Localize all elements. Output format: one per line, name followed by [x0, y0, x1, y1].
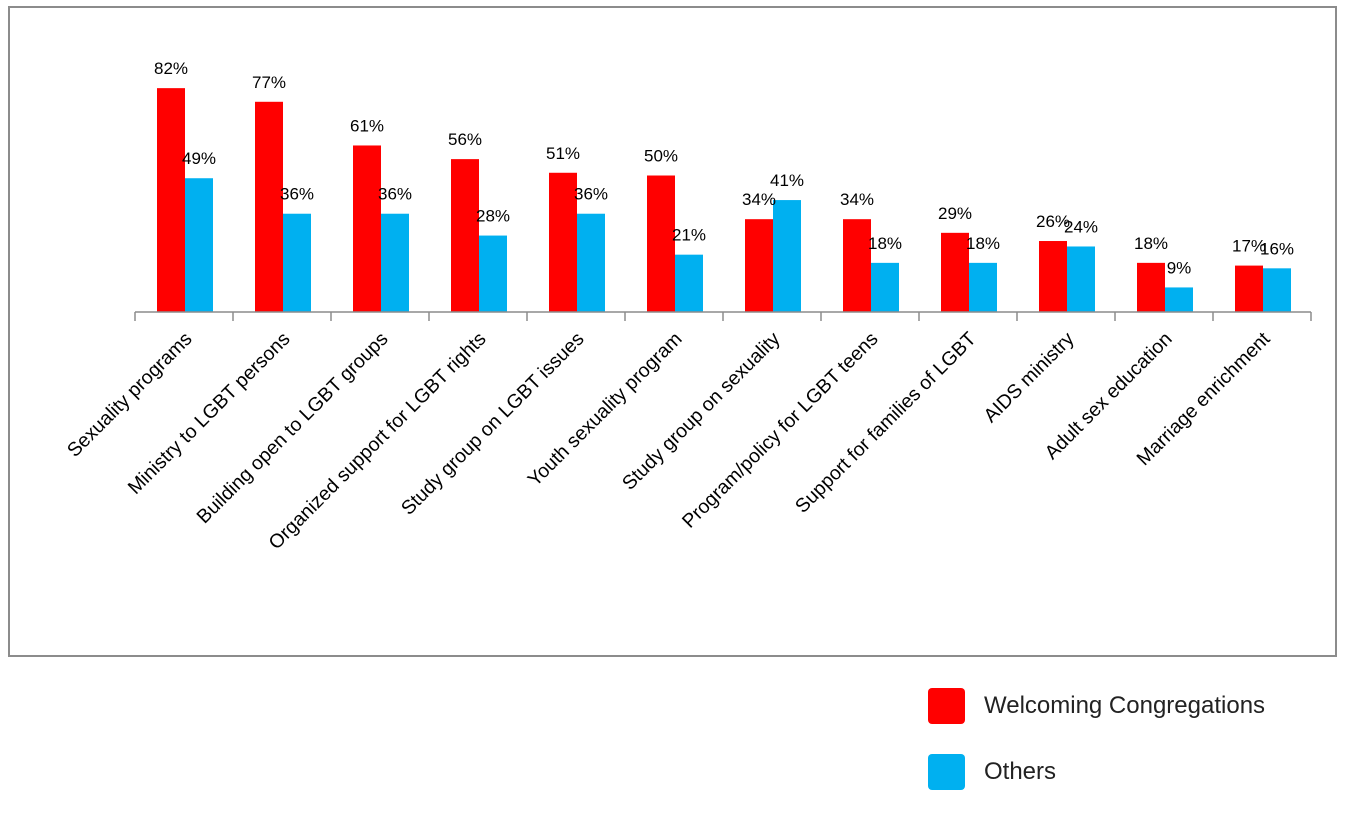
- data-label-others-7: 18%: [868, 234, 902, 253]
- bar-others-2: [381, 213, 409, 312]
- bar-welcoming-8: [941, 232, 969, 312]
- legend-label-others: Others: [984, 758, 1057, 785]
- data-label-welcoming-9: 26%: [1036, 212, 1070, 231]
- bar-others-6: [773, 200, 801, 312]
- bar-others-5: [675, 254, 703, 312]
- category-label-8: Support for families of LGBT: [791, 328, 981, 518]
- bar-others-1: [283, 213, 311, 312]
- data-label-others-5: 21%: [672, 226, 706, 245]
- bar-welcoming-1: [255, 101, 283, 312]
- data-label-others-0: 49%: [182, 149, 216, 168]
- data-label-welcoming-11: 17%: [1232, 237, 1266, 256]
- category-label-group-8: Support for families of LGBT: [791, 328, 981, 518]
- bar-others-10: [1165, 287, 1193, 312]
- bars-layer: [157, 88, 1291, 312]
- data-label-welcoming-10: 18%: [1134, 234, 1168, 253]
- category-label-1: Ministry to LGBT persons: [124, 328, 295, 499]
- bar-welcoming-0: [157, 88, 185, 312]
- bar-others-4: [577, 213, 605, 312]
- category-label-2: Building open to LGBT groups: [192, 328, 392, 528]
- bar-welcoming-4: [549, 172, 577, 312]
- x-axis: [134, 311, 1312, 321]
- data-label-others-8: 18%: [966, 234, 1000, 253]
- bar-welcoming-10: [1137, 262, 1165, 312]
- bar-welcoming-2: [353, 145, 381, 312]
- data-label-others-4: 36%: [574, 185, 608, 204]
- data-label-welcoming-8: 29%: [938, 204, 972, 223]
- category-label-4: Study group on LGBT issues: [397, 328, 589, 520]
- bar-others-11: [1263, 268, 1291, 312]
- category-label-7: Program/policy for LGBT teens: [678, 328, 883, 533]
- data-label-welcoming-3: 56%: [448, 130, 482, 149]
- category-label-group-7: Program/policy for LGBT teens: [678, 328, 883, 533]
- data-label-welcoming-4: 51%: [546, 144, 580, 163]
- bar-welcoming-9: [1039, 241, 1067, 312]
- bar-others-7: [871, 262, 899, 312]
- data-label-others-10: 9%: [1167, 258, 1192, 277]
- data-label-others-11: 16%: [1260, 239, 1294, 258]
- category-label-group-3: Organized support for LGBT rights: [264, 328, 490, 554]
- bar-others-8: [969, 262, 997, 312]
- bar-others-3: [479, 235, 507, 312]
- category-label-3: Organized support for LGBT rights: [264, 328, 490, 554]
- category-label-group-1: Ministry to LGBT persons: [124, 328, 295, 499]
- bar-others-9: [1067, 246, 1095, 312]
- bar-welcoming-3: [451, 159, 479, 312]
- data-label-others-9: 24%: [1064, 217, 1098, 236]
- category-label-6: Study group on sexuality: [618, 328, 785, 495]
- category-label-9: AIDS ministry: [979, 328, 1078, 427]
- data-label-welcoming-7: 34%: [840, 190, 874, 209]
- legend-swatch-welcoming: [928, 688, 965, 724]
- bar-welcoming-5: [647, 175, 675, 312]
- data-label-welcoming-5: 50%: [644, 147, 678, 166]
- data-label-others-2: 36%: [378, 185, 412, 204]
- bar-welcoming-11: [1235, 265, 1263, 312]
- category-label-group-9: AIDS ministry: [979, 328, 1078, 427]
- data-label-welcoming-6: 34%: [742, 190, 776, 209]
- legend: Welcoming Congregations Others: [928, 688, 1265, 820]
- data-label-others-1: 36%: [280, 185, 314, 204]
- chart-frame: 82% 49% 77% 36% 61% 36% 56% 28% 51% 36% 50% 21% 34% 4…: [8, 6, 1337, 657]
- bar-chart: 82%49%77%36%61%36%56%28%51%36%50%21%34%4…: [63, 59, 1312, 554]
- data-label-others-6: 41%: [770, 171, 804, 190]
- legend-label-welcoming: Welcoming Congregations: [984, 692, 1266, 719]
- data-label-welcoming-0: 82%: [154, 59, 188, 78]
- category-label-group-2: Building open to LGBT groups: [192, 328, 392, 528]
- legend-item-welcoming: Welcoming Congregations: [928, 688, 1265, 724]
- category-label-group-4: Study group on LGBT issues: [397, 328, 589, 520]
- bar-welcoming-6: [745, 219, 773, 312]
- bar-others-0: [185, 178, 213, 312]
- data-label-welcoming-1: 77%: [252, 73, 286, 92]
- category-label-group-6: Study group on sexuality: [618, 328, 785, 495]
- legend-swatch-others: [928, 754, 965, 790]
- bar-welcoming-7: [843, 219, 871, 312]
- data-label-others-3: 28%: [476, 207, 510, 226]
- data-label-welcoming-2: 61%: [350, 116, 384, 135]
- legend-item-others: Others: [928, 754, 1265, 790]
- data-labels-layer: 82%49%77%36%61%36%56%28%51%36%50%21%34%4…: [154, 59, 1294, 277]
